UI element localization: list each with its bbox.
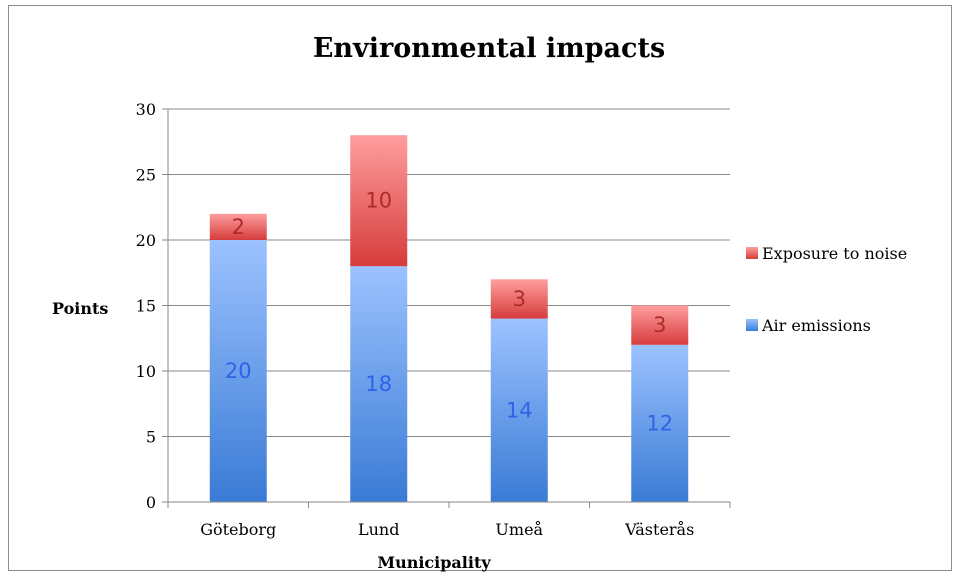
y-tick-label: 5 (146, 428, 156, 447)
chart-title: Environmental impacts (313, 33, 665, 64)
legend-swatch (746, 319, 758, 331)
legend-label: Exposure to noise (762, 244, 907, 263)
y-tick-label: 20 (136, 231, 156, 250)
bar-exposure-to-noise (631, 305, 689, 345)
y-tick-label: 10 (136, 362, 156, 381)
x-tick-label: Västerås (624, 520, 694, 539)
y-tick-label: 0 (146, 493, 156, 512)
bar-exposure-to-noise (209, 213, 267, 240)
y-axis-title: Points (52, 299, 108, 318)
legend-label: Air emissions (761, 316, 871, 335)
data-label: 3 (513, 287, 526, 311)
bars: 20 2 18 10 14 3 12 3 (209, 135, 689, 502)
y-tick-label: 15 (136, 297, 156, 316)
legend: Exposure to noise Air emissions (746, 244, 907, 335)
x-axis-title: Municipality (377, 553, 491, 572)
data-label: 14 (506, 398, 533, 422)
x-axis: Göteborg Lund Umeå Västerås (167, 501, 731, 539)
bar-air-emissions (490, 318, 548, 502)
data-label: 20 (225, 359, 252, 383)
y-tick-label: 30 (136, 100, 156, 119)
x-tick-label: Göteborg (200, 520, 276, 539)
data-label: 10 (365, 189, 392, 213)
x-tick-label: Umeå (495, 520, 543, 539)
bar-exposure-to-noise (350, 135, 408, 267)
chart-frame (8, 5, 952, 571)
y-axis-ticks: 0 5 10 15 20 25 30 (136, 100, 156, 512)
y-tick-label: 25 (136, 166, 156, 185)
bar-air-emissions (209, 240, 267, 502)
x-tick-label: Lund (358, 520, 399, 539)
data-label: 12 (646, 411, 673, 435)
bar-air-emissions (631, 344, 689, 502)
legend-swatch (746, 247, 758, 259)
bar-air-emissions (350, 266, 408, 502)
data-label: 18 (365, 372, 392, 396)
data-label: 2 (232, 215, 245, 239)
bar-exposure-to-noise (490, 279, 548, 319)
data-label: 3 (653, 313, 666, 337)
